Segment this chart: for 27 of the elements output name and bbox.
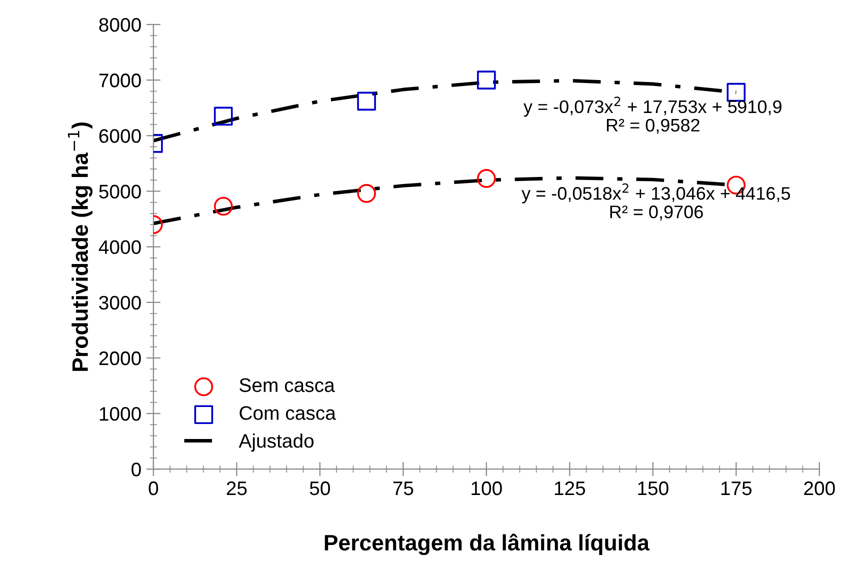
x-tick-label: 100	[472, 481, 502, 496]
x-axis-title: Percentagem da lâmina líquida	[324, 534, 650, 556]
x-tick-label: 75	[393, 482, 414, 496]
y-tick-label: 8000	[99, 18, 141, 32]
annotation: y = -0,073x$^{2}$ + 17,753x + 5910,9	[523, 96, 782, 117]
annotation: R² = 0,9582	[606, 118, 700, 134]
legend-label: Sem casca	[240, 378, 335, 392]
y-tick-label: 7000	[99, 74, 141, 88]
y-tick-label: 1000	[100, 407, 141, 421]
x-tick-label: 175	[721, 482, 752, 496]
x-tick-label: 0	[148, 481, 158, 496]
x-tick-label: 125	[554, 481, 586, 496]
y-tick-label: 4000	[98, 240, 141, 254]
y-tick-label: 0	[132, 462, 141, 476]
annotation: R² = 0,9706	[610, 206, 703, 220]
x-tick-label: 150	[638, 481, 668, 496]
y-tick-label: 5000	[99, 184, 141, 198]
y-tick-label: 6000	[99, 129, 141, 143]
legend-label: Ajustado	[238, 433, 314, 452]
x-tick-label: 50	[310, 481, 330, 496]
x-tick-label: 25	[226, 481, 247, 496]
legend-label: Com casca	[240, 406, 336, 420]
x-tick-label: 200	[804, 481, 835, 496]
annotation: y = -0,0518x$^{2}$ + 13,046x + 4416,5	[522, 183, 790, 204]
y-tick-label: 3000	[99, 296, 141, 310]
y-axis-title: Produtividade (kg ha$^{−1}$)	[68, 122, 92, 371]
y-tick-label: 2000	[99, 351, 141, 366]
